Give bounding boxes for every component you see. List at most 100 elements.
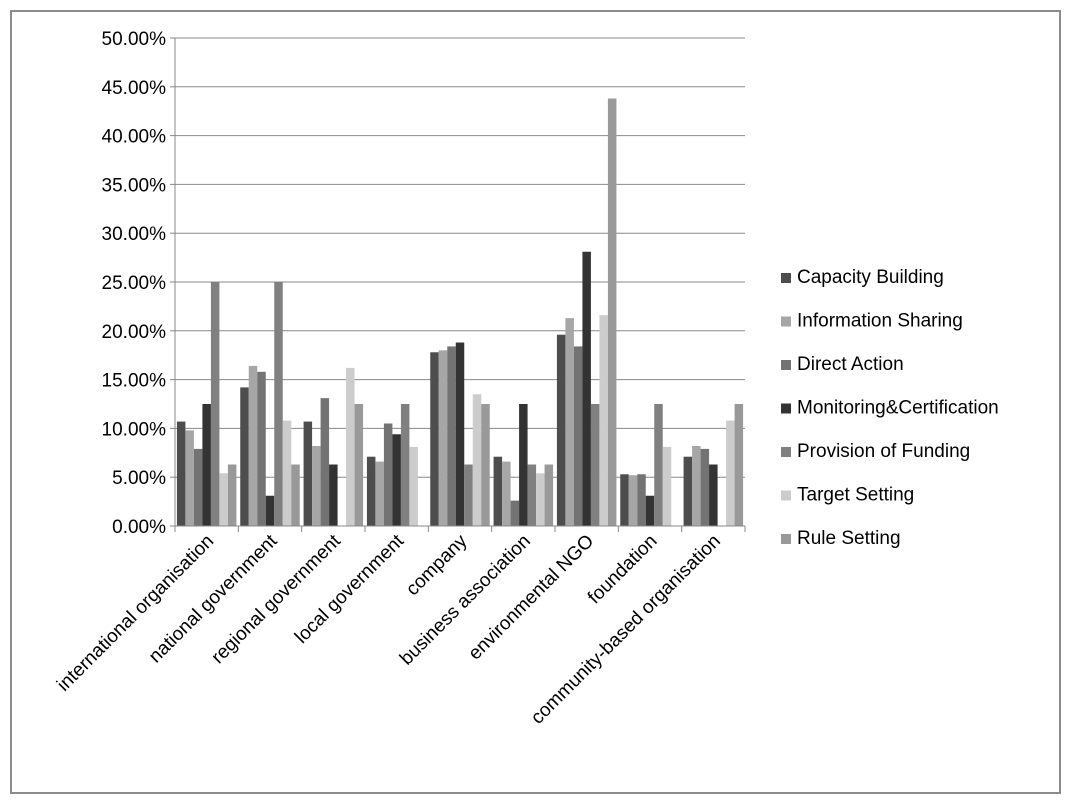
bar [257,371,266,526]
bar [265,495,275,526]
bar [527,464,537,526]
legend-item: Direct Action [781,354,904,375]
legend-swatch [781,360,791,370]
bar [734,404,744,526]
y-axis-tick-labels: 0.00% 5.00% 10.00% 15.00% 20.00% 25.00% 30.00%… [102,29,167,538]
bar [662,446,672,526]
bar [510,500,520,526]
x-category-label: local government [291,530,409,648]
bar [464,464,473,526]
legend-label: Monitoring&Certification [797,398,999,419]
legend-label: Direct Action [797,354,904,375]
legend-label: Rule Setting [797,528,901,549]
legend-label: Target Setting [797,485,914,506]
legend-item: Capacity Building [781,267,944,288]
bar [447,346,456,526]
bar [193,448,203,526]
bar [219,473,228,526]
bar [645,495,655,526]
bar [409,446,418,526]
legend-swatch [781,316,791,327]
bar [176,421,186,526]
legend-label: Capacity Building [797,267,944,288]
bar [383,423,393,526]
bar [472,394,482,526]
bar [544,464,554,526]
bar [573,346,583,526]
legend-item: Provision of Funding [781,441,970,462]
bar [628,475,638,526]
bar [438,350,448,526]
bar [185,430,194,526]
bar [240,387,249,526]
bar [329,464,338,526]
legend: Capacity Building Information Sharing Dire… [781,267,999,549]
legend-swatch [781,534,791,544]
y-tick-label: 30.00% [102,224,167,245]
bar [227,464,237,526]
bar [590,404,600,526]
y-tick-label: 10.00% [102,419,167,440]
y-tick-label: 50.00% [102,29,167,50]
bar [519,404,528,526]
bar [607,98,617,527]
legend-item: Rule Setting [781,528,901,549]
chart-frame [10,10,1061,794]
bar [303,421,313,526]
bar [700,448,710,526]
gridlines [175,37,745,478]
y-tick-label: 35.00% [102,175,167,196]
x-category-label: environmental NGO [465,531,599,665]
bar [455,342,465,526]
bar [282,420,292,526]
legend-swatch [781,403,791,414]
bar [599,315,608,526]
bar [556,334,566,526]
legend-label: Provision of Funding [797,441,970,462]
axes [170,37,746,532]
legend-label: Information Sharing [797,311,963,332]
y-tick-label: 0.00% [112,517,166,538]
bar [726,420,735,526]
bar [392,434,401,526]
y-tick-label: 25.00% [102,273,167,294]
bar [709,464,718,526]
y-tick-label: 40.00% [102,127,167,148]
bar [354,404,364,526]
bar [210,282,220,526]
y-tick-label: 5.00% [112,468,166,489]
legend-item: Information Sharing [781,311,963,332]
bar [320,398,330,526]
legend-swatch [781,447,791,457]
bar [493,456,503,526]
y-tick-label: 15.00% [102,371,167,392]
legend-item: Target Setting [781,485,914,506]
bar [400,404,410,526]
bar [582,251,591,526]
y-tick-label: 45.00% [102,78,167,99]
bar [481,404,490,526]
bar [291,464,300,526]
bar [430,352,439,526]
bar [375,461,384,526]
bar [654,404,663,526]
legend-swatch [781,490,791,501]
bar [202,404,211,526]
bar [683,456,693,526]
bar [366,456,376,526]
y-tick-label: 20.00% [102,322,167,343]
bar [248,365,258,526]
legend-item: Monitoring&Certification [781,398,999,419]
bar [692,445,701,526]
bar [346,367,355,526]
bar [502,461,511,526]
legend-swatch [781,273,791,283]
bar [312,445,321,526]
bar [565,318,574,526]
bar [274,282,283,526]
bar [620,474,629,526]
bars [176,98,744,527]
bar [637,474,646,526]
